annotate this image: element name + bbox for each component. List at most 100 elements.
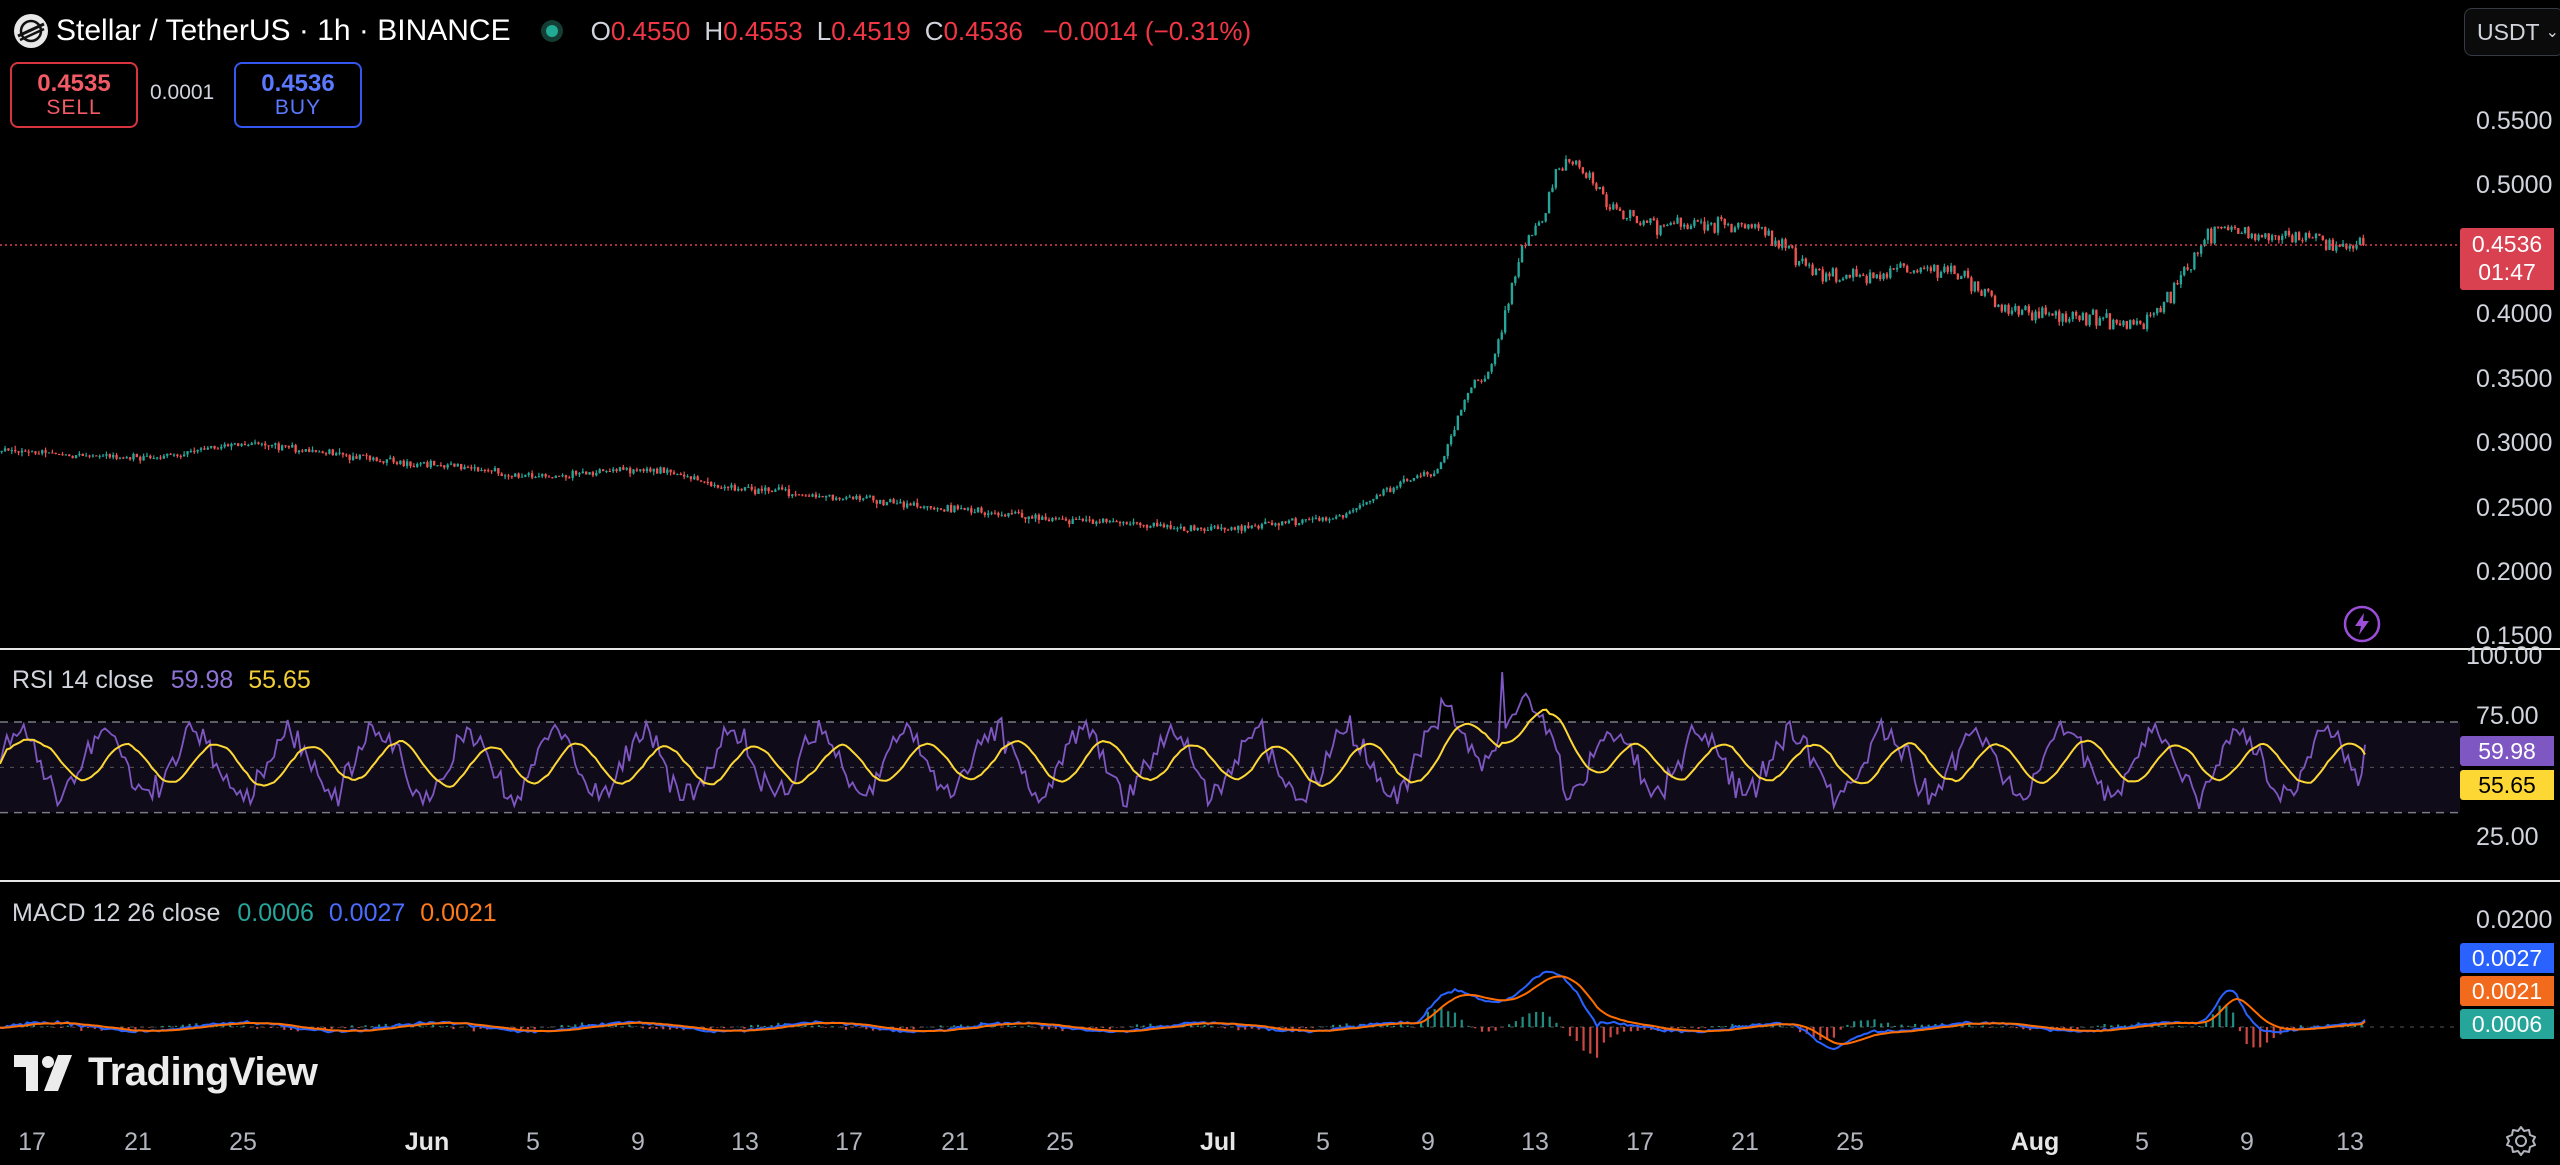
macd-hist-bar [1724, 1026, 1727, 1027]
candle-body [1507, 303, 1510, 311]
candle-body [645, 468, 649, 472]
settings-gear-icon[interactable] [2504, 1124, 2538, 1158]
candle-body [1206, 529, 1210, 531]
symbol-title[interactable]: Stellar / TetherUS · 1h · BINANCE [56, 14, 511, 47]
candle-body [2142, 323, 2145, 330]
macd-hist-bar [1460, 1019, 1463, 1027]
macd-legend[interactable]: MACD 12 26 close 0.0006 0.0027 0.0021 [12, 899, 497, 928]
candle-body [2044, 307, 2047, 315]
candle-body [20, 450, 24, 453]
candle-body [1280, 521, 1284, 526]
candle-body [0, 451, 3, 453]
candle-body [405, 461, 409, 466]
macd-hist-bar [181, 1024, 184, 1027]
currency-dropdown[interactable]: USDT ⌄ [2464, 8, 2560, 56]
candle-body [2145, 314, 2149, 330]
candle-body [1551, 187, 1554, 193]
candle-body [1284, 521, 1287, 523]
macd-hist-bar [445, 1025, 448, 1027]
lightning-icon[interactable] [2342, 604, 2382, 644]
candle-body [841, 498, 845, 500]
candle-body [503, 475, 507, 477]
candle-body [598, 469, 601, 473]
candle-body [2101, 317, 2105, 319]
candle-body [541, 474, 544, 477]
tradingview-logo[interactable]: TradingView [14, 1050, 318, 1095]
candle-body [1784, 239, 1787, 248]
macd-hist-bar [912, 1027, 915, 1030]
macd-hist-bar [709, 1027, 712, 1030]
sell-button[interactable]: 0.4535 SELL [10, 62, 138, 128]
macd-hist-bar [1643, 1027, 1646, 1030]
candle-body [912, 502, 916, 506]
candle-body [2250, 233, 2254, 239]
candle-body [1767, 230, 1770, 236]
macd-hist-bar [1047, 1027, 1051, 1030]
buy-button[interactable]: 0.4536 BUY [234, 62, 362, 128]
macd-hist-bar [743, 1027, 746, 1029]
macd-hist-bar [1135, 1024, 1139, 1027]
candle-body [909, 503, 912, 506]
candle-body [264, 443, 267, 446]
time-axis-label: 17 [1626, 1128, 1654, 1156]
candle-body [872, 495, 875, 501]
macd-hist-bar [1453, 1012, 1457, 1027]
candle-body [1750, 224, 1753, 228]
candle-body [1747, 224, 1750, 229]
candle-body [476, 467, 480, 471]
macd-hist-bar [1304, 1027, 1308, 1029]
candle-body [132, 453, 135, 460]
macd-hist-bar [1697, 1027, 1700, 1029]
candle-body [328, 449, 331, 454]
candle-body [88, 455, 91, 457]
macd-hist-bar [2123, 1025, 2126, 1027]
candle-body [2118, 323, 2122, 326]
candle-body [2314, 233, 2318, 239]
macd-hist-bar [1210, 1025, 1213, 1027]
market-open-status-icon[interactable] [540, 20, 563, 42]
stellar-logo-icon[interactable] [12, 12, 50, 50]
macd-hist-bar [2171, 1026, 2174, 1027]
candle-body [61, 454, 64, 456]
candle-body [1453, 429, 1456, 436]
macd-hist-bar [668, 1027, 672, 1030]
candle-body [1544, 213, 1547, 222]
candle-body [152, 457, 155, 459]
candle-body [564, 475, 568, 478]
candle-body [1000, 514, 1003, 516]
candle-body [514, 473, 517, 477]
candle-body [581, 471, 584, 474]
candle-body [1203, 528, 1206, 531]
candle-body [1730, 223, 1733, 233]
candle-body [193, 451, 196, 453]
candle-body [753, 489, 757, 494]
candle-body [2149, 314, 2152, 316]
candle-body [916, 502, 919, 507]
macd-hist-bar [289, 1027, 293, 1030]
macd-hist-bar [1589, 1027, 1592, 1054]
candle-body [777, 487, 780, 490]
macd-hist-bar [242, 1025, 245, 1027]
candle-body [203, 448, 206, 450]
candle-body [1449, 435, 1453, 445]
candle-body [243, 443, 247, 446]
candle-body [250, 443, 253, 446]
candle-body [1824, 273, 1828, 282]
rsi-legend[interactable]: RSI 14 close 59.98 55.65 [12, 666, 311, 695]
candle-body [885, 502, 889, 506]
candle-body [662, 467, 666, 473]
candle-body [105, 454, 108, 456]
macd-hist-bar [1555, 1022, 1558, 1027]
candle-body [615, 469, 618, 472]
candle-body [1429, 474, 1433, 477]
candle-body [578, 473, 581, 475]
candle-body [1963, 270, 1966, 277]
candle-body [2061, 313, 2064, 322]
candle-body [1395, 486, 1399, 488]
macd-hist-bar [147, 1027, 151, 1028]
candle-body [1260, 524, 1264, 529]
candle-body [1547, 192, 1551, 214]
candle-body [297, 450, 301, 453]
candle-body [905, 503, 909, 508]
